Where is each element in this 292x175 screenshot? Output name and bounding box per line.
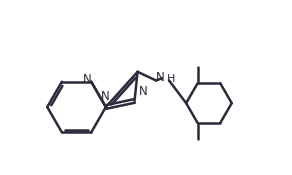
Text: N: N: [100, 90, 109, 103]
Text: N: N: [138, 85, 147, 98]
Text: H: H: [167, 74, 176, 84]
Text: N: N: [156, 71, 165, 84]
Text: N: N: [83, 74, 92, 86]
